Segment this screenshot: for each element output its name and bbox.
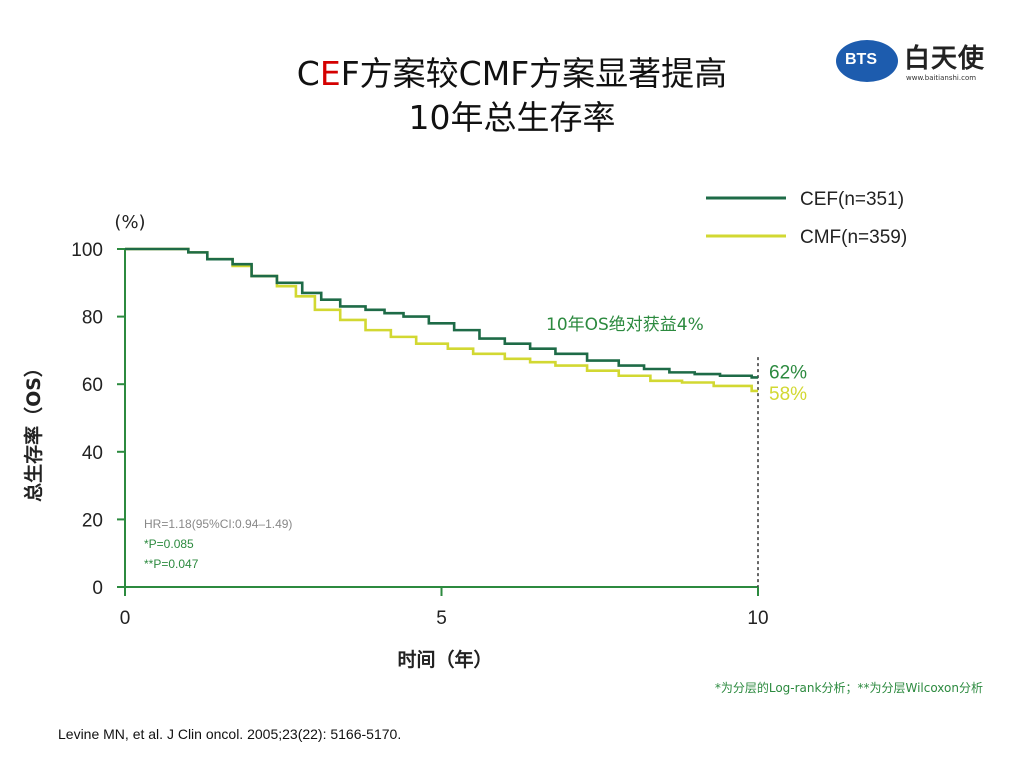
logo-name: 白天使	[904, 44, 986, 74]
y-tick-label: 60	[82, 375, 103, 396]
y-tick-label: 40	[82, 443, 103, 464]
title-line-1: CEF方案较CMF方案显著提高	[0, 52, 1024, 96]
cef-end-label: 62%	[769, 362, 807, 383]
y-tick-label: 80	[82, 308, 103, 329]
hr-annotation: HR=1.18(95%CI:0.94–1.49)	[144, 517, 292, 531]
citation: Levine MN, et al. J Clin oncol. 2005;23(…	[58, 726, 402, 742]
title-part-rest: F方案较CMF方案显著提高	[340, 54, 728, 93]
cmf-survival-curve	[125, 247, 758, 393]
y-tick-label: 100	[71, 240, 103, 261]
legend-cef-label: CEF(n=351)	[800, 189, 904, 210]
slide-title: CEF方案较CMF方案显著提高 10年总生存率	[0, 52, 1024, 140]
p-value-1: *P=0.085	[144, 537, 194, 551]
title-part-c: C	[296, 54, 320, 93]
x-axis-title: 时间（年）	[397, 648, 492, 671]
x-tick-label: 0	[120, 608, 131, 629]
y-tick-label: 0	[92, 578, 103, 599]
title-part-e: E	[319, 54, 341, 93]
x-tick-label: 5	[436, 608, 447, 629]
bts-logo: BTS 白天使 www.baitianshi.com	[836, 36, 992, 92]
title-line-2: 10年总生存率	[408, 98, 616, 137]
logo-badge-text: BTS	[845, 51, 877, 68]
logo-badge-icon: BTS	[836, 40, 898, 82]
y-unit-label: (%)	[114, 212, 145, 233]
legend-cmf-label: CMF(n=359)	[800, 227, 907, 248]
y-tick-label: 20	[82, 510, 103, 531]
p-value-2: **P=0.047	[144, 557, 199, 571]
cef-survival-curve	[125, 247, 758, 379]
cmf-end-label: 58%	[769, 384, 807, 405]
y-axis-title: 总生存率（OS）	[22, 358, 45, 502]
benefit-annotation: 10年OS绝对获益4%	[546, 315, 704, 335]
x-tick-label: 10	[747, 608, 768, 629]
logo-url: www.baitianshi.com	[906, 74, 977, 82]
footnote: *为分层的Log-rank分析；**为分层Wilcoxon分析	[715, 680, 983, 695]
